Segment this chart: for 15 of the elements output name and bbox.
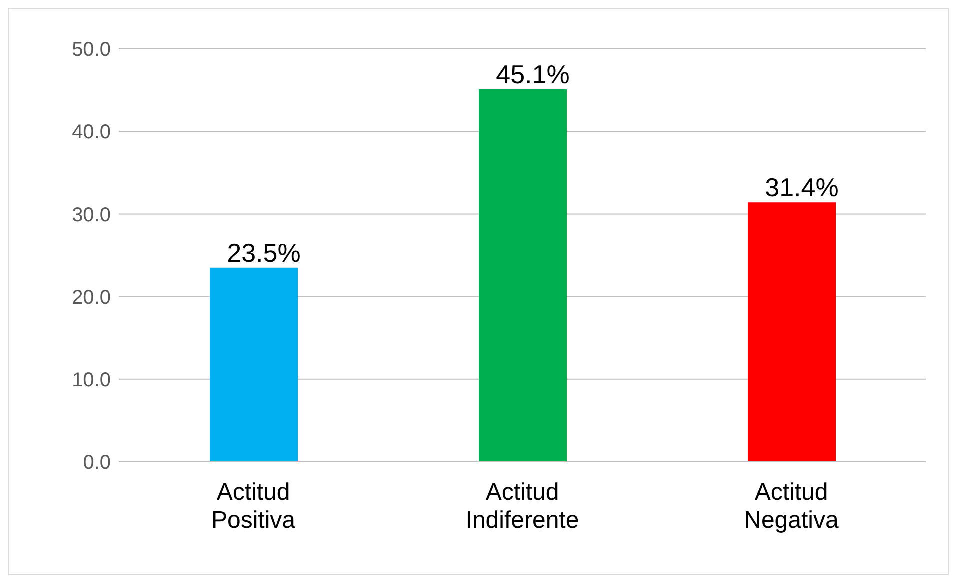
bar — [479, 89, 567, 462]
y-tick-label: 40.0 — [72, 122, 111, 144]
x-tick-label: Actitud Indiferente — [466, 479, 580, 534]
y-tick-label: 0.0 — [83, 452, 111, 474]
y-tick-label: 30.0 — [72, 204, 111, 226]
data-label: 31.4% — [765, 172, 839, 203]
x-tick-label: Actitud Positiva — [211, 479, 296, 534]
data-label: 45.1% — [496, 59, 570, 90]
bar — [748, 202, 836, 462]
y-tick-label: 10.0 — [72, 370, 111, 392]
y-tick-label: 50.0 — [72, 39, 111, 62]
data-label: 23.5% — [227, 238, 301, 268]
x-tick-label: Actitud Negativa — [744, 479, 840, 534]
bar — [210, 268, 298, 462]
y-tick-label: 20.0 — [72, 286, 111, 309]
